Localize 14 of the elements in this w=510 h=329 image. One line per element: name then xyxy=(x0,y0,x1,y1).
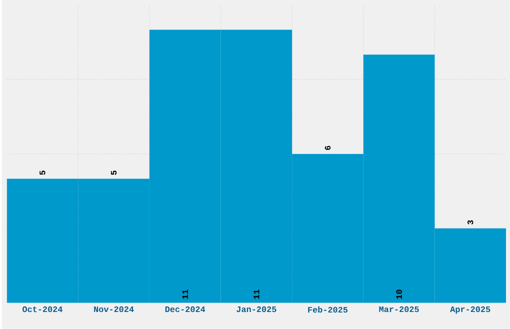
data-label: 11 xyxy=(182,290,188,299)
x-tick-label: Jan-2025 xyxy=(236,306,276,312)
x-tick-label: Mar-2025 xyxy=(379,306,419,312)
data-label: 11 xyxy=(254,290,260,299)
x-tick-label: Oct-2024 xyxy=(22,306,62,312)
data-label: 10 xyxy=(396,290,402,299)
x-tick-label: Nov-2024 xyxy=(94,306,134,312)
data-label: 6 xyxy=(324,146,331,150)
x-tick-label: Dec-2024 xyxy=(165,306,206,312)
data-label: 5 xyxy=(110,170,117,175)
x-tick-label: Apr-2025 xyxy=(450,306,490,314)
x-tick-label: Feb-2025 xyxy=(308,306,348,313)
data-label: 3 xyxy=(467,220,474,225)
data-label: 5 xyxy=(40,170,46,175)
